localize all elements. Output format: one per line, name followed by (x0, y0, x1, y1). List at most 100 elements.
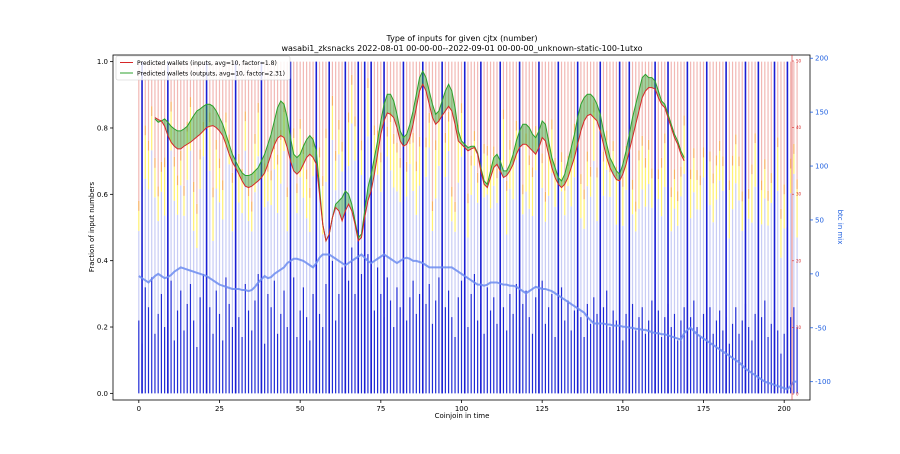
bar-top (180, 61, 182, 151)
bar-fresh (509, 293, 511, 394)
bar-other (202, 121, 204, 132)
bar-fresh (641, 307, 643, 394)
bar-remix (664, 186, 666, 318)
bar-top (270, 61, 272, 171)
bar-friends (793, 153, 795, 174)
bar-friends (670, 197, 672, 232)
bar-other (780, 208, 782, 219)
bar-other (144, 125, 146, 136)
bar-top (241, 61, 243, 169)
bar-top (280, 61, 282, 131)
bar-fresh (680, 320, 682, 394)
bar-friends (367, 88, 369, 137)
bar-friends (322, 185, 324, 235)
bar-friends (683, 125, 685, 174)
bar-fresh (709, 307, 711, 394)
bar-other (606, 130, 608, 141)
bar-fresh (276, 333, 279, 394)
bar-friends (447, 121, 450, 152)
bar-other (670, 187, 672, 198)
bar-remix (509, 188, 511, 294)
bar-top (712, 61, 714, 174)
bar-remix (760, 224, 763, 318)
bar-fresh (567, 300, 569, 394)
bar-friends (176, 185, 179, 215)
bar-fresh (512, 313, 514, 394)
bar-top (399, 61, 401, 158)
bar-top (418, 61, 421, 137)
bar-fresh (754, 313, 756, 394)
bar-remix (680, 196, 682, 321)
bar-top (389, 61, 392, 113)
bar-top (164, 61, 166, 158)
bar-top (477, 61, 479, 173)
bar-other (283, 102, 285, 113)
bar-other (325, 128, 327, 139)
bar-friends (512, 165, 514, 200)
bar-other (683, 115, 685, 126)
bar-fresh (173, 340, 175, 394)
bar-remix (286, 231, 288, 328)
bar-friends (528, 165, 530, 209)
bar-friends (496, 178, 498, 203)
bar-friends (690, 179, 692, 219)
bar-fresh (254, 300, 256, 394)
x-tick-label: 0 (137, 405, 141, 413)
bar-friends (754, 143, 756, 187)
bar-friends (731, 165, 734, 210)
y2-axis-label: btc in mix (836, 210, 844, 245)
bar-other (709, 151, 711, 162)
bar-remix (731, 209, 734, 324)
bar-remix (715, 199, 718, 321)
bar-top (218, 61, 221, 159)
bar-fresh (522, 303, 524, 394)
bar-fresh (515, 283, 517, 394)
bar-fresh (309, 340, 311, 394)
bar-friends (231, 182, 233, 232)
bar-fresh (325, 283, 327, 394)
bar-friends (373, 135, 375, 175)
bar-other (309, 187, 311, 198)
bar-fresh (657, 310, 659, 394)
bar-fresh (670, 327, 672, 394)
bar-other (138, 200, 140, 211)
bar-friends (509, 149, 511, 189)
bar-friends (544, 201, 546, 222)
bar-other (196, 203, 198, 214)
x-tick-label: 100 (455, 405, 468, 413)
bar-friends (435, 150, 437, 199)
bar-other (583, 189, 585, 200)
y2-tick-label: 150 (815, 109, 828, 117)
bar-friends (173, 166, 175, 201)
bar-remix (570, 206, 572, 331)
bar-frequent (667, 61, 669, 394)
bar-other (631, 179, 634, 190)
bar-fresh (418, 293, 421, 394)
bar-fresh (202, 273, 204, 394)
bar-remix (693, 192, 695, 301)
bar-fresh (296, 336, 298, 394)
bar-top (377, 61, 379, 131)
bar-other (564, 180, 566, 191)
bar-top (741, 61, 743, 192)
bar-other (767, 190, 769, 201)
bar-other (573, 123, 576, 134)
bar-fresh (215, 290, 217, 394)
bar-other (702, 147, 705, 158)
bar-friends (341, 151, 343, 172)
bar-remix (283, 151, 285, 291)
bar-fresh (702, 313, 705, 394)
bar-other (189, 97, 192, 108)
bar-top (183, 61, 185, 186)
bar-fresh (651, 300, 653, 394)
bar-other (657, 169, 659, 180)
bar-other (164, 157, 166, 168)
x-tick-label: 50 (296, 405, 305, 413)
bar-fresh (189, 283, 192, 394)
bar-friends (522, 194, 524, 215)
bar-friends (257, 112, 259, 157)
y2-tick-label: 100 (815, 163, 828, 171)
bar-fresh (176, 310, 179, 394)
bar-remix (735, 183, 737, 308)
bar-friends (612, 151, 614, 171)
